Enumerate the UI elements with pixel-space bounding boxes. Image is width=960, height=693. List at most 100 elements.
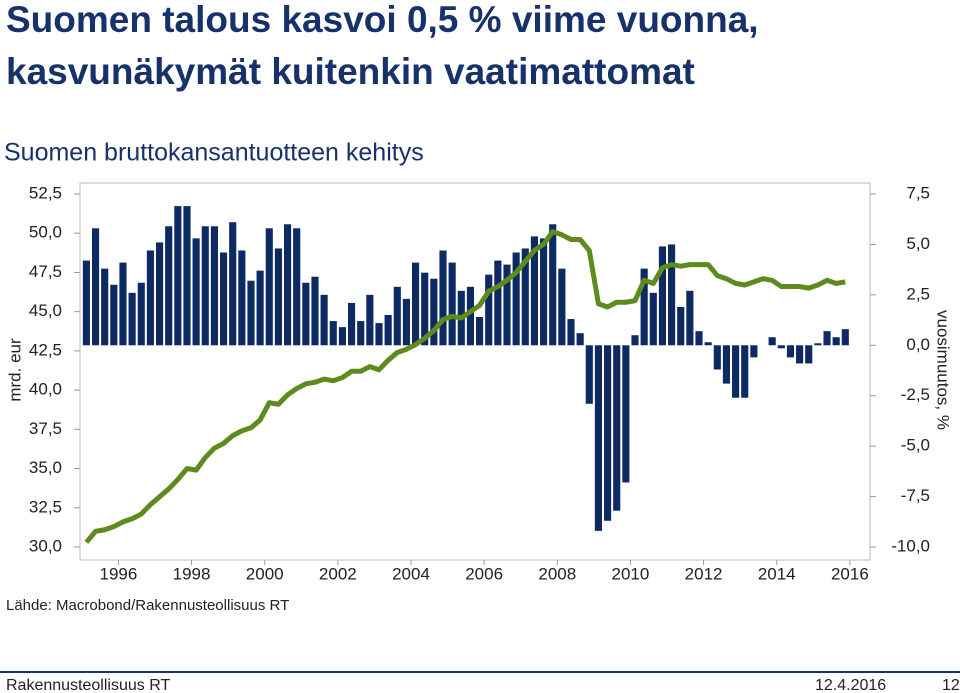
bar xyxy=(91,228,100,346)
bar xyxy=(311,276,319,346)
bar xyxy=(750,345,758,358)
bar xyxy=(430,278,438,346)
bar xyxy=(128,292,136,346)
footer-date: 12.4.2016 xyxy=(815,677,886,693)
bar xyxy=(713,345,721,370)
bar xyxy=(329,321,337,346)
bar xyxy=(521,248,529,346)
y-tick-label: 30,0 xyxy=(29,536,62,555)
bar xyxy=(631,335,639,346)
bar xyxy=(137,282,145,346)
bar xyxy=(402,298,410,346)
y-tick-label: 42,5 xyxy=(29,340,62,359)
bar xyxy=(585,345,593,404)
bar xyxy=(439,250,447,346)
y2-tick-label: 7,5 xyxy=(906,183,930,202)
y-tick-label: 52,5 xyxy=(29,183,62,202)
y2-tick-label: -10,0 xyxy=(891,536,930,555)
bar xyxy=(594,345,603,531)
bar xyxy=(283,224,292,346)
bar xyxy=(320,294,328,346)
x-tick-label: 2014 xyxy=(758,564,796,583)
bar xyxy=(155,242,164,346)
bar xyxy=(302,282,310,346)
bar xyxy=(210,226,218,346)
bar xyxy=(704,342,712,346)
bar xyxy=(476,317,484,346)
bar xyxy=(174,206,182,346)
x-tick-label: 2000 xyxy=(246,564,284,583)
x-tick-label: 2008 xyxy=(538,564,576,583)
bar xyxy=(366,294,374,346)
y2-tick-label: 0,0 xyxy=(906,335,930,354)
bar xyxy=(192,238,200,346)
bar xyxy=(732,345,740,398)
bar xyxy=(448,262,456,346)
bar xyxy=(777,345,785,349)
bar xyxy=(796,345,804,364)
x-tick-label: 2010 xyxy=(612,564,650,583)
bar xyxy=(247,280,255,346)
bar xyxy=(119,262,127,346)
bar xyxy=(503,264,511,346)
y-tick-label: 32,5 xyxy=(29,497,62,516)
bar xyxy=(604,345,612,521)
y2-tick-label: -5,0 xyxy=(901,436,930,455)
bar xyxy=(274,248,282,346)
bar xyxy=(540,238,548,346)
x-tick-label: 2016 xyxy=(831,564,869,583)
bar xyxy=(658,246,667,346)
bar xyxy=(466,286,474,346)
bar xyxy=(146,250,154,346)
bar xyxy=(567,319,575,346)
bar xyxy=(530,236,538,346)
slide-title-line: Suomen talous kasvoi 0,5 % viime vuonna, xyxy=(6,0,759,40)
bar xyxy=(201,226,209,346)
y2-tick-label: -7,5 xyxy=(901,486,930,505)
y-tick-label: 37,5 xyxy=(29,419,62,438)
x-tick-label: 2002 xyxy=(319,564,357,583)
chart-title: Suomen bruttokansantuotteen kehitys xyxy=(4,139,424,167)
x-tick-label: 1996 xyxy=(99,564,137,583)
bar xyxy=(238,250,246,346)
bar xyxy=(183,206,191,346)
bar xyxy=(741,345,749,398)
y2-axis-label: vuosimuutos, % xyxy=(934,310,953,430)
y-tick-label: 45,0 xyxy=(29,301,62,320)
plot-frame xyxy=(79,182,871,561)
bar xyxy=(814,343,822,346)
bar xyxy=(613,345,621,511)
x-tick-label: 2006 xyxy=(465,564,503,583)
bar xyxy=(265,228,273,346)
bar xyxy=(549,224,557,346)
bar xyxy=(649,292,657,346)
x-tick-label: 2004 xyxy=(392,564,430,583)
bar xyxy=(101,268,109,346)
bar xyxy=(677,306,685,346)
bar xyxy=(494,260,502,346)
bar xyxy=(668,244,676,346)
bar xyxy=(229,222,237,346)
bar xyxy=(393,286,401,346)
line xyxy=(84,229,846,544)
y2-tick-label: 2,5 xyxy=(906,284,930,303)
bar xyxy=(640,268,648,346)
bar xyxy=(357,321,365,346)
bar xyxy=(512,252,520,346)
slide-title-line: kasvunäkymät kuitenkin vaatimattomat xyxy=(6,51,695,92)
bar xyxy=(347,302,356,346)
bar xyxy=(412,262,420,346)
bar xyxy=(485,274,493,346)
y2-tick-label: 5,0 xyxy=(906,234,930,253)
bar xyxy=(219,252,228,346)
bar xyxy=(823,331,831,346)
y2-tick-label: -2,5 xyxy=(901,385,930,404)
y-tick-label: 50,0 xyxy=(29,223,62,242)
bar xyxy=(256,270,264,346)
bar xyxy=(421,272,429,346)
bar xyxy=(686,290,694,346)
bar xyxy=(622,345,630,483)
x-tick-label: 1998 xyxy=(173,564,211,583)
